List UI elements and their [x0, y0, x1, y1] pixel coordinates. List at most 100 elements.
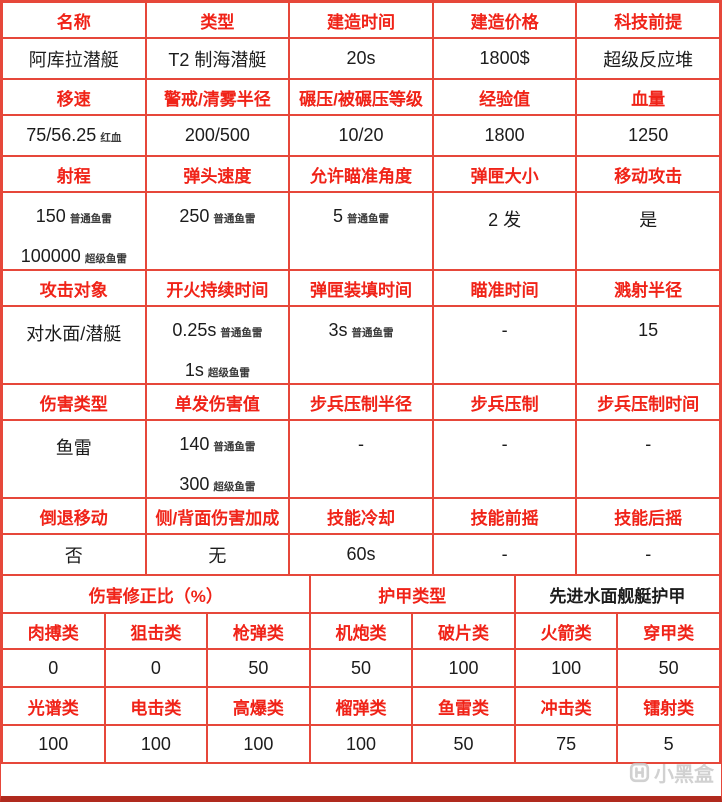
modifier-header-row-2: 光谱类 电击类 高爆类 榴弹类 鱼雷类 冲击类 镭射类 [1, 686, 721, 726]
header-damage-per-shot: 单发伤害值 [144, 383, 291, 421]
header-sniper-class: 狙击类 [103, 612, 209, 650]
value-rocket-class: 100 [513, 648, 619, 688]
header-aim-time: 瞄准时间 [431, 269, 578, 307]
value-laser-class: 5 [616, 724, 721, 764]
merged-header-row: 伤害修正比（%） 护甲类型 先进水面舰艇护甲 [1, 574, 721, 614]
header-row-basic: 名称 类型 建造时间 建造价格 科技前提 [1, 1, 721, 39]
normal-torpedo-label: 普通鱼雷 [346, 213, 389, 225]
range-super-line: 100000 超级鱼雷 [7, 246, 141, 267]
header-reload-time: 弹匣装填时间 [288, 269, 434, 307]
value-aim-time: - [431, 305, 578, 385]
header-type: 类型 [144, 1, 291, 39]
value-move-attack: 是 [575, 191, 721, 271]
header-aim-angle: 允许瞄准角度 [288, 155, 434, 193]
projectile-speed-number: 250 [179, 206, 210, 226]
value-row-weapon: 150 普通鱼雷 100000 超级鱼雷 250 普通鱼雷 5 普通鱼雷 2 发 是 [1, 191, 721, 271]
range-super-number: 100000 [20, 246, 81, 266]
value-move-speed: 75/56.25 红血 [1, 114, 147, 157]
value-attack-target: 对水面/潜艇 [1, 305, 147, 385]
value-build-price: 1800$ [431, 37, 578, 80]
header-name: 名称 [1, 1, 147, 39]
move-speed-number: 75/56.25 [26, 125, 97, 145]
header-alert-radius: 警戒/清雾半径 [144, 78, 291, 116]
value-reload-time: 3s 普通鱼雷 [288, 305, 434, 385]
damage-super-line: 300 超级鱼雷 [151, 474, 285, 495]
value-splash-radius: 15 [575, 305, 721, 385]
damage-super-number: 300 [179, 474, 210, 494]
value-skill-cooldown: 60s [288, 533, 434, 576]
super-torpedo-label: 超级鱼雷 [84, 253, 127, 265]
range-normal-number: 150 [35, 206, 66, 226]
header-skill-recovery: 技能后摇 [575, 497, 721, 535]
header-spectrum-class: 光谱类 [1, 686, 106, 726]
value-row-mobility: 75/56.25 红血 200/500 10/20 1800 1250 [1, 114, 721, 157]
header-row-skill: 倒退移动 侧/背面伤害加成 技能冷却 技能前摇 技能后摇 [1, 497, 721, 535]
value-melee-class: 0 [1, 648, 106, 688]
value-reverse-move: 否 [1, 533, 147, 576]
header-tech-prereq: 科技前提 [575, 1, 721, 39]
value-sniper-class: 0 [103, 648, 209, 688]
value-row-damage: 鱼雷 140 普通鱼雷 300 超级鱼雷 - - - [1, 419, 721, 499]
value-type: T2 制海潜艇 [144, 37, 291, 80]
header-laser-class: 镭射类 [616, 686, 721, 726]
fire-super-number: 1s [184, 360, 204, 380]
normal-torpedo-label: 普通鱼雷 [220, 327, 263, 339]
header-melee-class: 肉搏类 [1, 612, 106, 650]
header-row-weapon: 射程 弹头速度 允许瞄准角度 弹匣大小 移动攻击 [1, 155, 721, 193]
value-spectrum-class: 100 [1, 724, 106, 764]
header-hp: 血量 [575, 78, 721, 116]
reload-number: 3s [328, 320, 348, 340]
value-ap-class: 50 [616, 648, 721, 688]
header-rocket-class: 火箭类 [513, 612, 619, 650]
header-ap-class: 穿甲类 [616, 612, 721, 650]
value-name: 阿库拉潜艇 [1, 37, 147, 80]
header-splash-radius: 溅射半径 [575, 269, 721, 307]
damage-normal-number: 140 [179, 434, 210, 454]
value-fire-duration: 0.25s 普通鱼雷 1s 超级鱼雷 [144, 305, 291, 385]
value-range: 150 普通鱼雷 100000 超级鱼雷 [1, 191, 147, 271]
header-impact-class: 冲击类 [513, 686, 619, 726]
normal-torpedo-label: 普通鱼雷 [213, 213, 256, 225]
header-move-speed: 移速 [1, 78, 147, 116]
header-side-damage-bonus: 侧/背面伤害加成 [144, 497, 291, 535]
normal-torpedo-label: 普通鱼雷 [213, 441, 256, 453]
header-move-attack: 移动攻击 [575, 155, 721, 193]
header-fragment-class: 破片类 [411, 612, 516, 650]
xiaoheihe-logo-icon [629, 762, 650, 783]
header-electric-class: 电击类 [103, 686, 209, 726]
header-torpedo-class: 鱼雷类 [411, 686, 516, 726]
header-crush-level: 碾压/被碾压等级 [288, 78, 434, 116]
value-armor-type: 先进水面舰艇护甲 [513, 574, 721, 614]
super-torpedo-label: 超级鱼雷 [213, 481, 256, 493]
modifier-value-row-2: 100 100 100 100 50 75 5 [1, 724, 721, 764]
value-suppress-time: - [575, 419, 721, 499]
header-row-firing: 攻击对象 开火持续时间 弹匣装填时间 瞄准时间 溅射半径 [1, 269, 721, 307]
value-side-damage-bonus: 无 [144, 533, 291, 576]
value-bullet-class: 50 [206, 648, 311, 688]
fire-normal-number: 0.25s [172, 320, 217, 340]
header-row-damage: 伤害类型 单发伤害值 步兵压制半径 步兵压制 步兵压制时间 [1, 383, 721, 421]
value-skill-windup: - [431, 533, 578, 576]
value-autocannon-class: 50 [308, 648, 414, 688]
header-suppress-radius: 步兵压制半径 [288, 383, 434, 421]
value-damage-per-shot: 140 普通鱼雷 300 超级鱼雷 [144, 419, 291, 499]
header-reverse-move: 倒退移动 [1, 497, 147, 535]
header-he-class: 高爆类 [206, 686, 311, 726]
header-projectile-speed: 弹头速度 [144, 155, 291, 193]
value-electric-class: 100 [103, 724, 209, 764]
normal-torpedo-label: 普通鱼雷 [69, 213, 112, 225]
value-suppress-radius: - [288, 419, 434, 499]
value-suppress: - [431, 419, 578, 499]
value-aim-angle: 5 普通鱼雷 [288, 191, 434, 271]
value-exp: 1800 [431, 114, 578, 157]
value-row-firing: 对水面/潜艇 0.25s 普通鱼雷 1s 超级鱼雷 3s 普通鱼雷 - 15 [1, 305, 721, 385]
value-row-basic: 阿库拉潜艇 T2 制海潜艇 20s 1800$ 超级反应堆 [1, 37, 721, 80]
header-build-time: 建造时间 [288, 1, 434, 39]
fire-normal-line: 0.25s 普通鱼雷 [151, 320, 285, 341]
header-magazine-size: 弹匣大小 [431, 155, 578, 193]
value-build-time: 20s [288, 37, 434, 80]
damage-normal-line: 140 普通鱼雷 [151, 434, 285, 455]
header-grenade-class: 榴弹类 [308, 686, 414, 726]
header-exp-value: 经验值 [431, 78, 578, 116]
